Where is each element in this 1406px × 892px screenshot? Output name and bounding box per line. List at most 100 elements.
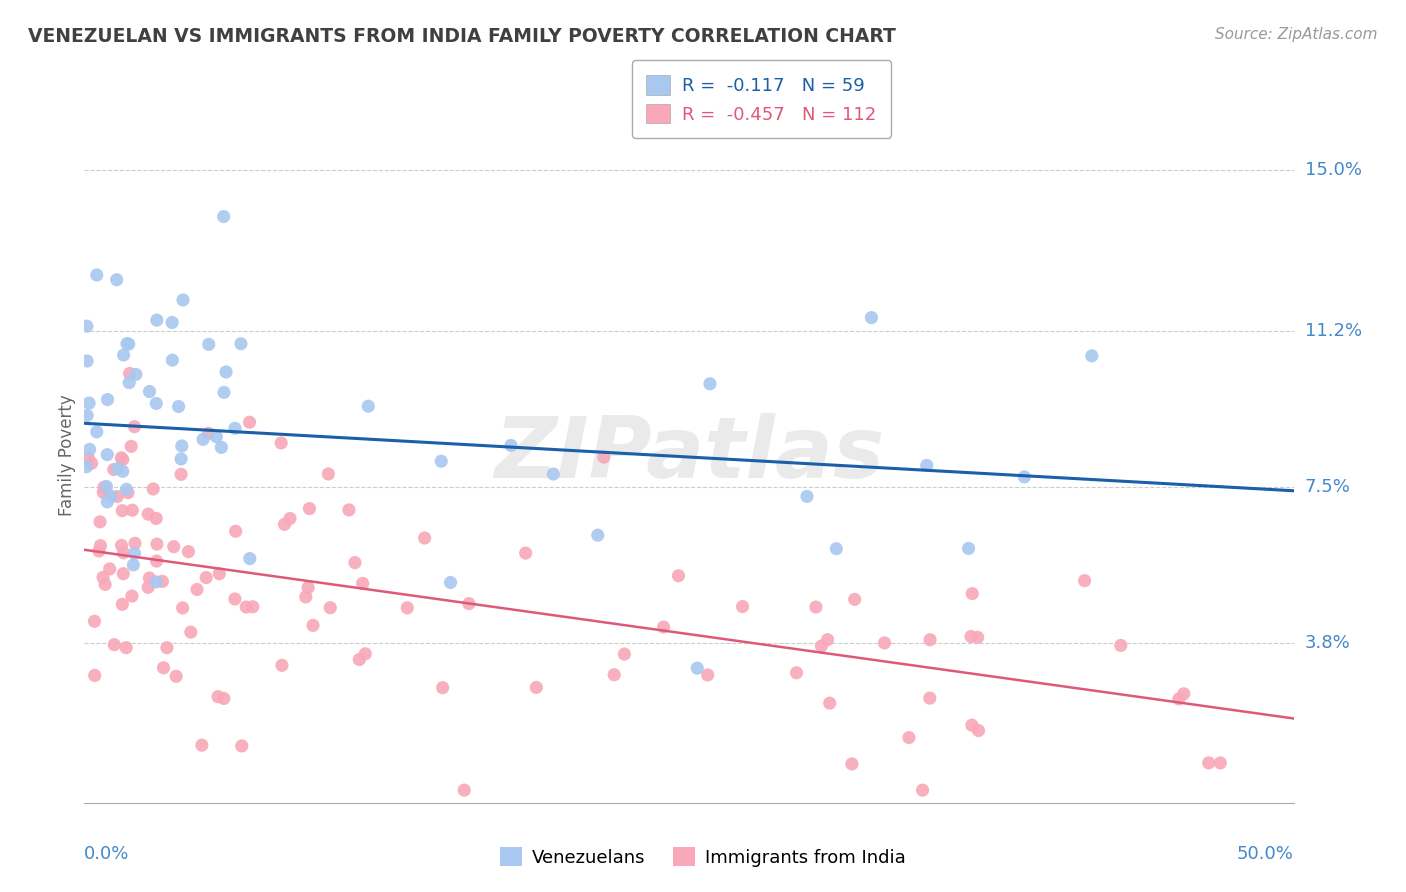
Point — [195, 571, 218, 585]
Point — [145, 396, 167, 410]
Point — [439, 575, 461, 590]
Point — [197, 426, 219, 441]
Point — [860, 310, 883, 325]
Point — [786, 665, 808, 680]
Point — [145, 511, 167, 525]
Point — [94, 577, 117, 591]
Point — [297, 581, 319, 595]
Point — [112, 566, 135, 581]
Point — [110, 538, 132, 552]
Point — [319, 600, 342, 615]
Point — [103, 638, 125, 652]
Point — [911, 783, 934, 797]
Point — [86, 425, 108, 439]
Point — [94, 482, 117, 496]
Point — [105, 490, 128, 504]
Point — [76, 459, 98, 474]
Text: 15.0%: 15.0% — [1305, 161, 1361, 179]
Point — [162, 353, 184, 368]
Point — [343, 556, 366, 570]
Point — [180, 625, 202, 640]
Point — [152, 661, 174, 675]
Text: 50.0%: 50.0% — [1237, 845, 1294, 863]
Point — [89, 515, 111, 529]
Point — [825, 541, 848, 556]
Point — [235, 600, 257, 615]
Point — [124, 536, 146, 550]
Point — [115, 336, 138, 351]
Point — [215, 365, 238, 379]
Point — [1014, 470, 1036, 484]
Point — [543, 467, 565, 481]
Point — [354, 647, 377, 661]
Point — [145, 554, 167, 568]
Point — [613, 647, 636, 661]
Point — [96, 448, 118, 462]
Point — [136, 580, 159, 594]
Point — [966, 630, 988, 644]
Point — [138, 571, 160, 585]
Point — [76, 409, 98, 423]
Y-axis label: Family Poverty: Family Poverty — [58, 394, 76, 516]
Point — [396, 600, 419, 615]
Text: 7.5%: 7.5% — [1305, 477, 1351, 496]
Point — [83, 668, 105, 682]
Point — [170, 467, 193, 482]
Point — [172, 293, 194, 307]
Point — [86, 268, 108, 282]
Point — [156, 640, 179, 655]
Text: 11.2%: 11.2% — [1305, 321, 1362, 340]
Point — [91, 570, 114, 584]
Point — [686, 661, 709, 675]
Point — [111, 464, 134, 478]
Point — [115, 640, 138, 655]
Point — [112, 546, 135, 560]
Point — [97, 392, 120, 407]
Point — [77, 396, 100, 410]
Point — [93, 480, 115, 494]
Point — [458, 597, 481, 611]
Point — [841, 756, 863, 771]
Point — [163, 540, 186, 554]
Text: 0.0%: 0.0% — [84, 845, 129, 863]
Point — [118, 367, 141, 381]
Point — [318, 467, 340, 481]
Point — [668, 568, 690, 582]
Point — [298, 501, 321, 516]
Point — [229, 336, 252, 351]
Text: 3.8%: 3.8% — [1305, 633, 1350, 651]
Point — [430, 454, 453, 468]
Point — [112, 348, 135, 362]
Point — [152, 574, 174, 589]
Point — [273, 517, 295, 532]
Point — [844, 592, 866, 607]
Point — [170, 451, 193, 466]
Point — [349, 652, 371, 666]
Point — [302, 618, 325, 632]
Point — [1073, 574, 1095, 588]
Point — [124, 546, 146, 560]
Point — [278, 511, 301, 525]
Point — [96, 479, 118, 493]
Point — [165, 669, 187, 683]
Point — [239, 551, 262, 566]
Point — [205, 430, 228, 444]
Point — [117, 485, 139, 500]
Point — [124, 419, 146, 434]
Point — [186, 582, 208, 597]
Point — [352, 576, 374, 591]
Point — [80, 456, 103, 470]
Point — [120, 439, 142, 453]
Legend: R =  -0.117   N = 59, R =  -0.457   N = 112: R = -0.117 N = 59, R = -0.457 N = 112 — [631, 61, 891, 138]
Point — [76, 319, 98, 334]
Point — [1081, 349, 1104, 363]
Point — [224, 421, 246, 435]
Point — [238, 415, 260, 429]
Point — [957, 541, 980, 556]
Point — [172, 601, 194, 615]
Point — [432, 681, 454, 695]
Point — [136, 507, 159, 521]
Point — [77, 450, 100, 465]
Point — [1167, 692, 1189, 706]
Point — [731, 599, 754, 614]
